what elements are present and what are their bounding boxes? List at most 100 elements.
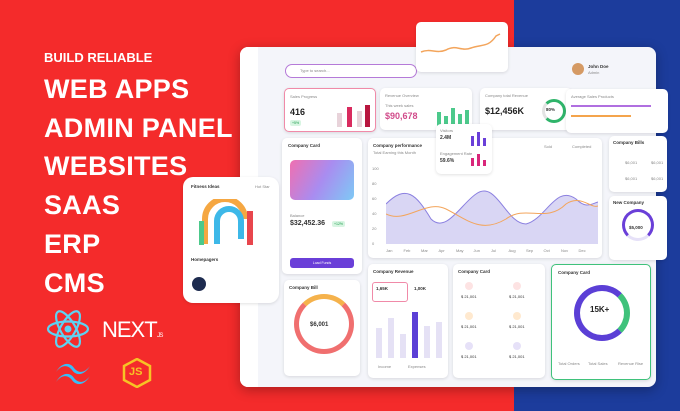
ring bbox=[294, 294, 354, 354]
card-title: Company Card bbox=[288, 143, 321, 148]
stat: Revenue Rise bbox=[618, 361, 644, 366]
next-text: NEXT bbox=[102, 317, 158, 342]
card-title: Company Card bbox=[558, 270, 591, 275]
card-subtitle: This week sales bbox=[385, 103, 414, 108]
phone-tag: Hot Star bbox=[255, 184, 270, 189]
phone-art bbox=[199, 199, 253, 245]
sales-card: Sales Progress 416 +5% bbox=[284, 88, 376, 132]
play-button[interactable] bbox=[192, 277, 206, 291]
x-tick-label: Oct bbox=[543, 248, 550, 253]
stat-value: 2.4M bbox=[440, 135, 452, 141]
x-tick-label: May bbox=[456, 248, 464, 253]
x-tick-label: Jan bbox=[386, 248, 393, 253]
y-tick-label: 60 bbox=[372, 196, 377, 201]
x-tick-label: Dec bbox=[578, 248, 586, 253]
headline: ADMIN PANEL bbox=[44, 113, 233, 143]
average-card: Average Sales Products bbox=[566, 89, 668, 133]
company-card: Company Card Balance $32,452.36 +12% Loa… bbox=[282, 138, 362, 274]
icon bbox=[465, 312, 473, 320]
icon bbox=[513, 342, 521, 350]
area-chart bbox=[386, 190, 598, 244]
icon bbox=[513, 312, 521, 320]
user-name: John Doe bbox=[588, 64, 609, 69]
legend: Expenses bbox=[408, 364, 426, 369]
card-title: Company Card bbox=[458, 269, 491, 274]
stat-label: Visitors bbox=[440, 128, 454, 133]
ring-value: $6,001 bbox=[310, 322, 329, 328]
icon bbox=[465, 342, 473, 350]
legend: Sold bbox=[544, 144, 553, 149]
headline: ERP bbox=[44, 229, 101, 259]
bill-item: $6,001 bbox=[625, 160, 638, 165]
bar-chart bbox=[376, 312, 442, 358]
x-tick-label: Jun bbox=[473, 248, 480, 253]
mini-bars bbox=[437, 108, 469, 126]
bill-item: $6,001 bbox=[651, 176, 664, 181]
bill-card: Company Bill $6,001 bbox=[284, 280, 360, 376]
react-logo bbox=[46, 310, 90, 348]
card-title: Sales Progress bbox=[290, 94, 318, 99]
new-company-card: New Company $5,000 bbox=[609, 196, 667, 260]
x-tick-label: Mar bbox=[421, 248, 428, 253]
headline: WEB APPS bbox=[44, 74, 190, 104]
company-card-2: Company Card $ 21,001 $ 21,001 $ 21,001 $ 21… bbox=[453, 264, 545, 378]
balance-label: Balance bbox=[290, 213, 305, 218]
line-chart bbox=[420, 33, 501, 53]
kicker: BUILD RELIABLE bbox=[44, 50, 153, 65]
card-title: Company performance bbox=[373, 143, 423, 148]
card-title: Company Revenue bbox=[373, 269, 414, 274]
card-value: $12,456K bbox=[485, 106, 525, 116]
card-subtitle: Total Earning this Month bbox=[373, 150, 416, 155]
badge: +12% bbox=[332, 221, 346, 227]
kpi: 1,65K bbox=[376, 286, 389, 291]
headline: CMS bbox=[44, 268, 105, 298]
bills-card: Company Bills $6,001 $6,001 $6,001 $6,00… bbox=[609, 136, 667, 192]
ring bbox=[542, 99, 566, 123]
x-tick-label: Feb bbox=[403, 248, 411, 253]
company-card-3: Company Card 15K+ Total Orders Total Sal… bbox=[551, 264, 651, 380]
card-item: $ 21,001 bbox=[509, 354, 525, 359]
search-placeholder: Type to search... bbox=[300, 68, 330, 73]
x-tick-label: Apr bbox=[438, 248, 445, 253]
x-tick-label: Jul bbox=[491, 248, 497, 253]
next-logo: NEXT.JS bbox=[102, 317, 164, 343]
phone-card: Fitness Ideas Hot Star Homepagers bbox=[183, 177, 279, 303]
stat: Total Sales bbox=[588, 361, 608, 366]
card-item: $ 21,001 bbox=[509, 324, 525, 329]
card-title: Average Sales Products bbox=[571, 94, 614, 99]
legend: Completed bbox=[572, 144, 592, 149]
bar bbox=[571, 115, 631, 117]
js-logo bbox=[122, 358, 152, 388]
bill-item: $6,001 bbox=[651, 160, 664, 165]
performance-card: Company performance Total Earning this M… bbox=[368, 138, 602, 258]
search[interactable]: Type to search... bbox=[285, 64, 417, 78]
tailwind-logo bbox=[56, 363, 90, 385]
credit-card bbox=[290, 160, 354, 200]
ring bbox=[622, 209, 654, 241]
avatar[interactable] bbox=[572, 63, 584, 75]
y-tick-label: 40 bbox=[372, 211, 377, 216]
y-tick-label: 0 bbox=[372, 241, 375, 246]
stat-value: 59.6% bbox=[440, 158, 455, 164]
mini-bars bbox=[337, 105, 370, 127]
load-button[interactable]: Load Funds bbox=[290, 258, 354, 268]
card-badge: +5% bbox=[290, 120, 302, 126]
floating-chart bbox=[416, 22, 508, 72]
y-tick-label: 20 bbox=[372, 226, 377, 231]
ring bbox=[574, 285, 630, 341]
ring-value: $5,000 bbox=[629, 225, 643, 230]
stats-popup: Visitors 2.4M Engagement Rate 59.6% bbox=[436, 124, 492, 174]
card-value: $90,678 bbox=[385, 111, 418, 121]
next-suffix: .JS bbox=[156, 333, 164, 339]
legend: Income bbox=[378, 364, 392, 369]
icon bbox=[513, 282, 521, 290]
balance: $32,452.36 bbox=[290, 220, 326, 227]
user-role: Admin bbox=[588, 70, 600, 75]
card-item: $ 21,001 bbox=[461, 354, 477, 359]
y-tick-label: 80 bbox=[372, 181, 377, 186]
x-tick-label: Sep bbox=[526, 248, 534, 253]
stat-label: Engagement Rate bbox=[440, 151, 473, 156]
mini-bars bbox=[471, 132, 486, 166]
phone-title: Fitness Ideas bbox=[191, 184, 220, 189]
